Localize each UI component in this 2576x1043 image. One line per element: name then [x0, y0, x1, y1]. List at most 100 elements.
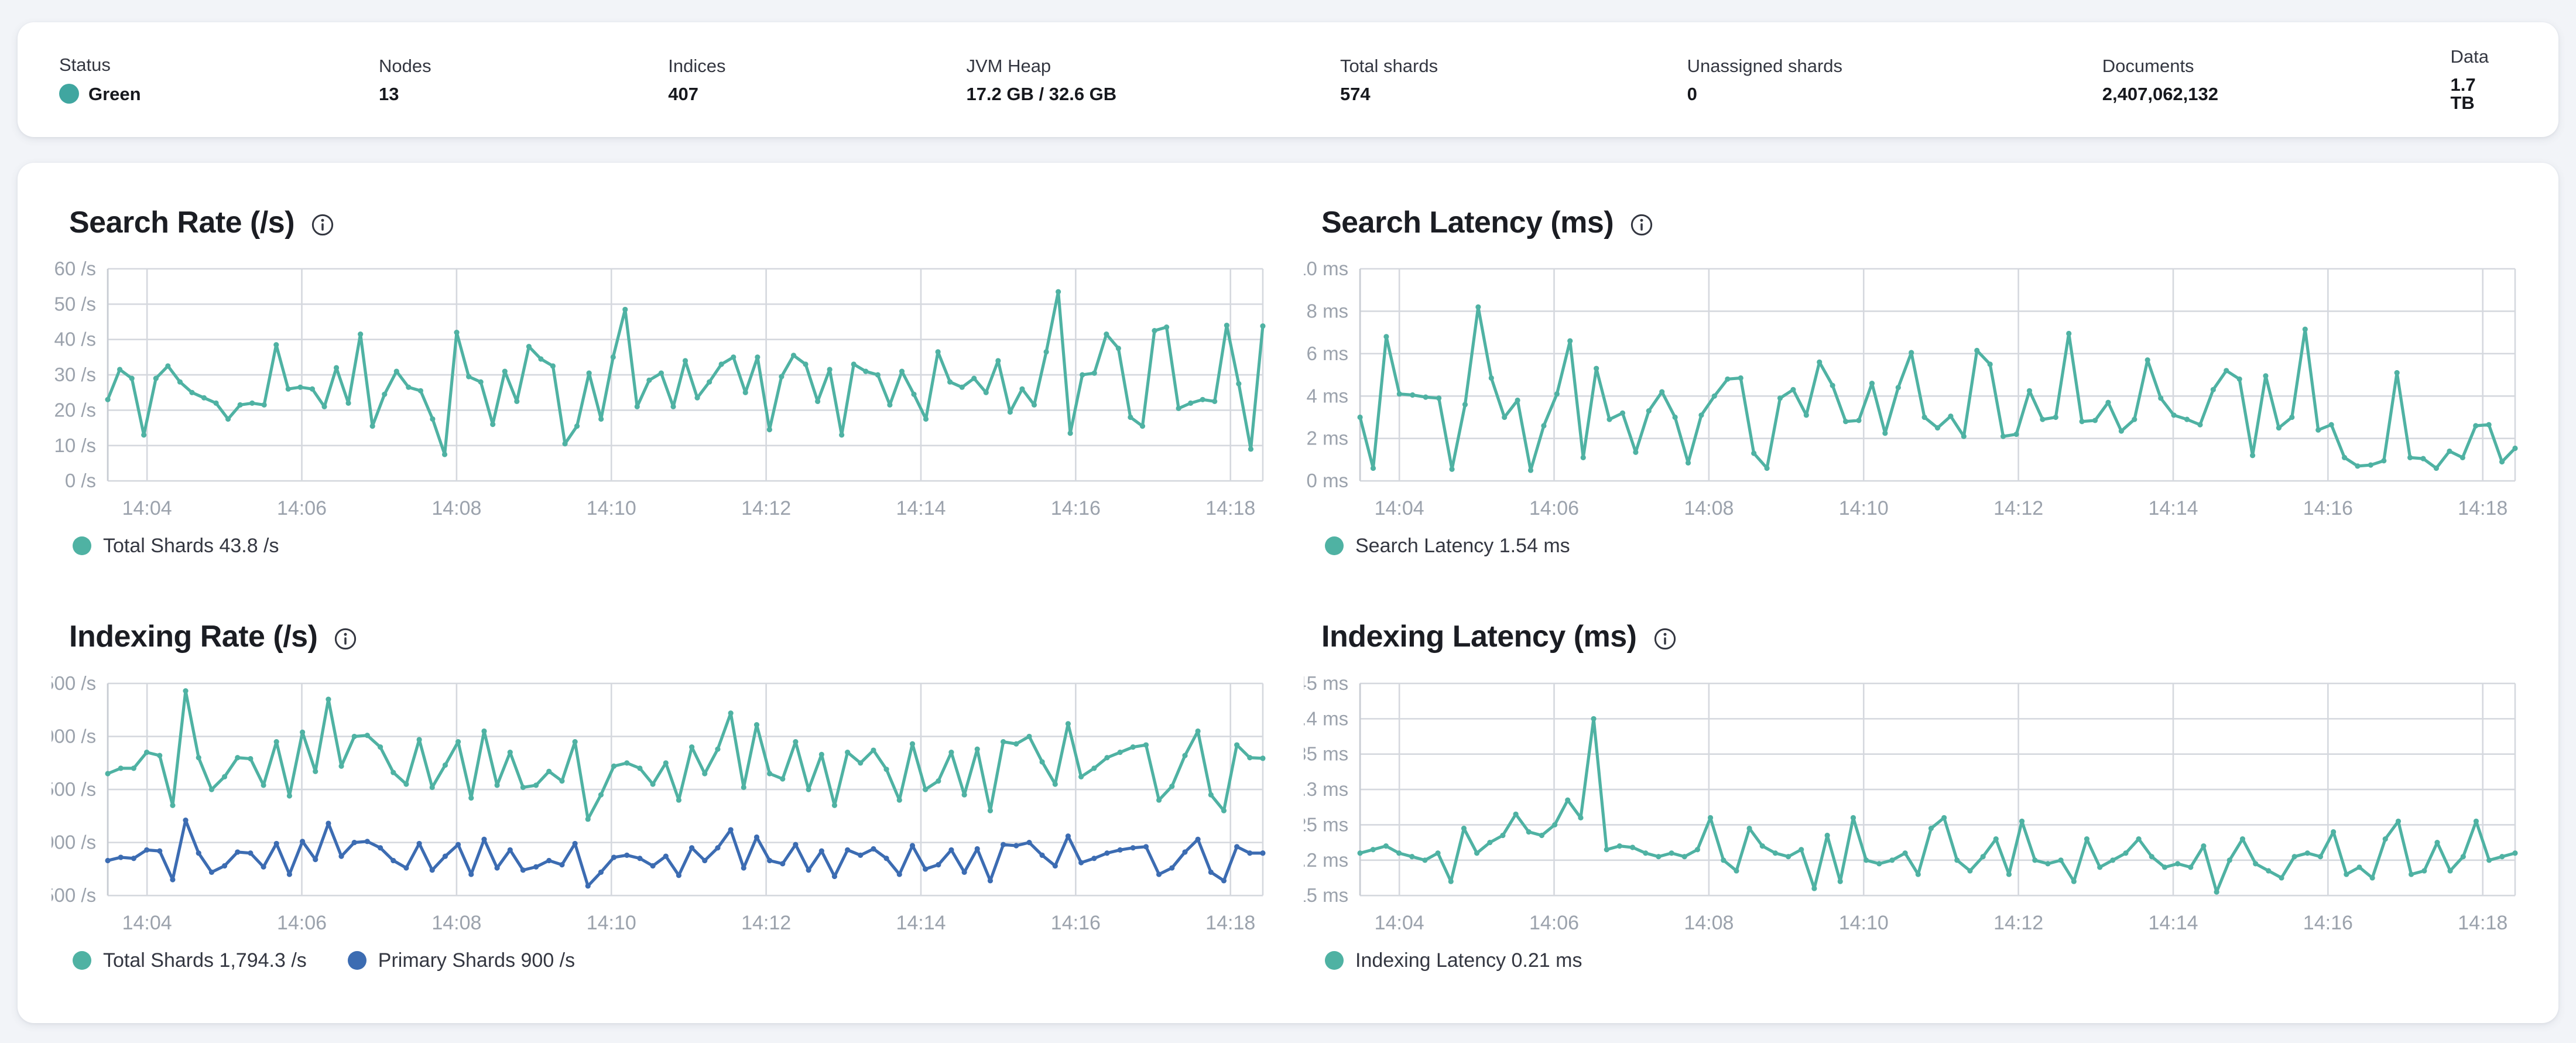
indexing-rate-plot[interactable]: 500 /s 1,000 /s 1,500 /s 2,000 /s 2,500 /s 14… [52, 674, 1270, 939]
svg-text:6 ms: 6 ms [1307, 343, 1349, 364]
stat-nodes: Nodes 13 [379, 57, 668, 103]
stat-value: 574 [1340, 85, 1687, 103]
stat-total-shards: Total shards 574 [1340, 57, 1687, 103]
chart-title: Indexing Rate (/s) [69, 620, 318, 654]
search-latency-plot[interactable]: 0 ms 2 ms 4 ms 6 ms 8 ms 10 ms 14:04 14:06 14:08… [1304, 259, 2522, 524]
stat-value: 13 [379, 85, 668, 103]
indexing-latency-plot[interactable]: 0.15 ms 0.2 ms 0.25 ms 0.3 ms 0.35 ms 0.4 ms 0… [1304, 674, 2522, 939]
chart-header: Search Latency (ms) [1321, 206, 2522, 240]
svg-text:500 /s: 500 /s [52, 884, 96, 906]
stat-indices: Indices 407 [668, 57, 966, 103]
stat-documents: Documents 2,407,062,132 [2102, 57, 2451, 103]
stat-unassigned-shards: Unassigned shards 0 [1687, 57, 2102, 103]
chart-title: Search Rate (/s) [69, 206, 295, 240]
legend-item-primary-shards[interactable]: Primary Shards 900 /s [347, 949, 576, 972]
svg-text:14:18: 14:18 [2458, 497, 2508, 519]
stat-value-text: 2,407,062,132 [2102, 83, 2219, 104]
svg-text:14:08: 14:08 [1684, 912, 1734, 934]
svg-text:14:10: 14:10 [1839, 497, 1889, 519]
legend-item-total-shards[interactable]: Total Shards 1,794.3 /s [73, 950, 307, 970]
legend-label: Indexing Latency 0.21 ms [1355, 949, 1582, 972]
legend-item-indexing-latency[interactable]: Indexing Latency 0.21 ms [1325, 950, 1582, 970]
info-icon[interactable] [1653, 627, 1677, 651]
stat-label: Unassigned shards [1687, 55, 1843, 76]
svg-text:14:14: 14:14 [896, 912, 946, 934]
legend-item-total-shards[interactable]: Total Shards 43.8 /s [73, 536, 279, 556]
stat-data: Data 1.7 TB [2450, 47, 2505, 112]
svg-text:14:12: 14:12 [741, 912, 791, 934]
stat-status: Status Green [59, 56, 379, 104]
svg-text:14:10: 14:10 [1839, 912, 1889, 934]
svg-text:14:14: 14:14 [2148, 497, 2198, 519]
legend: Total Shards 1,794.3 /s Primary Shards 90… [73, 950, 1270, 970]
info-icon[interactable] [334, 627, 357, 651]
svg-text:14:18: 14:18 [1205, 912, 1255, 934]
svg-text:1,500 /s: 1,500 /s [52, 778, 96, 800]
stat-value-text: 407 [668, 83, 698, 104]
stat-value: 0 [1687, 85, 2102, 103]
stat-value: 407 [668, 85, 966, 103]
stat-value: Green [59, 84, 379, 104]
stat-value: 2,407,062,132 [2102, 85, 2451, 103]
status-green-dot-icon [59, 84, 79, 104]
svg-text:40 /s: 40 /s [54, 329, 97, 350]
svg-text:0.35 ms: 0.35 ms [1304, 743, 1348, 764]
chart-header: Indexing Latency (ms) [1321, 620, 2522, 654]
svg-text:14:08: 14:08 [1684, 497, 1734, 519]
stat-label: JVM Heap [966, 55, 1051, 76]
chart-header: Search Rate (/s) [69, 206, 1270, 240]
svg-text:14:12: 14:12 [1993, 912, 2043, 934]
search-rate-plot[interactable]: 0 /s 10 /s 20 /s 30 /s 40 /s 50 /s 60 /s 14:04 1… [52, 259, 1270, 524]
svg-text:20 /s: 20 /s [54, 399, 97, 421]
svg-text:14:08: 14:08 [431, 497, 481, 519]
svg-text:14:06: 14:06 [277, 497, 327, 519]
legend-dot-icon [1325, 950, 1344, 970]
svg-text:10 /s: 10 /s [54, 435, 97, 456]
info-circle-icon [1631, 214, 1653, 235]
info-circle-icon [311, 214, 334, 235]
svg-text:0.15 ms: 0.15 ms [1304, 884, 1348, 906]
legend-dot-icon [1325, 536, 1344, 556]
stat-label: Status [59, 54, 111, 75]
svg-text:0.4 ms: 0.4 ms [1304, 707, 1348, 729]
info-circle-icon [335, 628, 357, 650]
legend-dot-icon [73, 950, 91, 970]
chart-search-rate: Search Rate (/s) 0 /s 10 /s 20 /s 30 /s 40 /… [52, 206, 1270, 556]
chart-header: Indexing Rate (/s) [69, 620, 1270, 654]
svg-text:14:04: 14:04 [122, 912, 172, 934]
cluster-overview-bar: Status Green Nodes 13 Indices 407 JVM Heap 17.2… [18, 22, 2558, 137]
svg-text:10 ms: 10 ms [1304, 259, 1348, 279]
stat-label: Total shards [1340, 55, 1438, 76]
chart-indexing-rate: Indexing Rate (/s) 500 /s 1,000 /s 1,500 /… [52, 620, 1270, 970]
legend-label: Total Shards 43.8 /s [103, 535, 279, 558]
svg-text:14:14: 14:14 [2148, 912, 2198, 934]
svg-text:0.3 ms: 0.3 ms [1304, 778, 1348, 800]
stat-value-text: 1.7 TB [2450, 74, 2476, 113]
svg-text:14:10: 14:10 [587, 497, 636, 519]
svg-text:1,000 /s: 1,000 /s [52, 831, 96, 853]
info-icon[interactable] [311, 213, 334, 237]
svg-text:30 /s: 30 /s [54, 364, 97, 385]
svg-text:14:04: 14:04 [1375, 497, 1424, 519]
stat-value: 17.2 GB / 32.6 GB [966, 85, 1340, 103]
legend-dot-icon [347, 950, 366, 970]
info-icon[interactable] [1630, 213, 1653, 237]
legend: Search Latency 1.54 ms [1325, 536, 2522, 556]
svg-text:14:16: 14:16 [2303, 497, 2353, 519]
svg-text:14:04: 14:04 [122, 497, 172, 519]
svg-text:8 ms: 8 ms [1307, 300, 1349, 322]
svg-text:14:16: 14:16 [1051, 912, 1101, 934]
stat-value-text: 17.2 GB / 32.6 GB [966, 83, 1117, 104]
stat-label: Documents [2102, 55, 2194, 76]
chart-title: Search Latency (ms) [1321, 206, 1614, 240]
svg-text:2,500 /s: 2,500 /s [52, 674, 96, 694]
chart-title: Indexing Latency (ms) [1321, 620, 1637, 654]
svg-text:0 /s: 0 /s [65, 470, 96, 491]
svg-text:0.2 ms: 0.2 ms [1304, 849, 1348, 870]
svg-text:14:06: 14:06 [1529, 912, 1579, 934]
legend-label: Primary Shards 900 /s [378, 949, 576, 972]
svg-text:2,000 /s: 2,000 /s [52, 725, 96, 747]
stat-value-text: 0 [1687, 83, 1697, 104]
legend-item-search-latency[interactable]: Search Latency 1.54 ms [1325, 536, 1570, 556]
